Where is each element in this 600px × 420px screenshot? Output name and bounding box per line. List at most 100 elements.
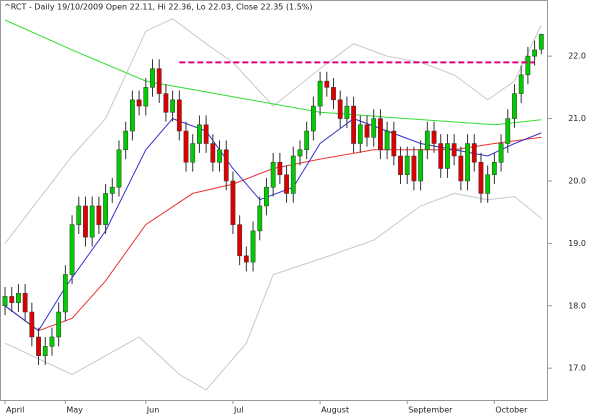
candle-body <box>471 143 477 163</box>
candle-body <box>203 124 209 144</box>
candle-body <box>217 149 222 163</box>
candle-body <box>418 149 424 182</box>
candle-body <box>36 336 41 356</box>
candle-body <box>22 293 28 313</box>
candle-body <box>156 68 162 94</box>
y-tick-label: 19.0 <box>568 239 586 248</box>
x-tick-label: May <box>66 406 83 415</box>
candle-body <box>143 87 149 107</box>
y-tick-label: 22.0 <box>568 52 586 61</box>
candle-body <box>197 124 202 144</box>
candle-body <box>237 224 243 257</box>
candle-body <box>518 74 524 94</box>
candle-body <box>304 130 310 151</box>
candle-body <box>337 99 343 119</box>
candle-body <box>411 155 417 182</box>
indicator-line <box>4 118 542 332</box>
candle-body <box>445 143 450 169</box>
candle-body <box>505 118 511 144</box>
candle-body <box>478 161 484 194</box>
candle-body <box>170 99 176 113</box>
candle-body <box>404 155 410 175</box>
candle-body <box>129 99 135 132</box>
candle-body <box>183 130 189 163</box>
candle-body <box>123 130 129 151</box>
candle-body <box>451 143 457 157</box>
candle-body <box>223 149 229 182</box>
candle-body <box>257 205 263 232</box>
candle-body <box>512 93 517 119</box>
candle-body <box>351 105 356 144</box>
candle-body <box>424 130 430 151</box>
candle-body <box>69 224 75 275</box>
candle-body <box>431 130 437 144</box>
candle-body <box>458 155 464 182</box>
candle-body <box>150 68 155 88</box>
candle-body <box>371 118 377 138</box>
candle-body <box>29 311 35 338</box>
candle-body <box>109 186 115 194</box>
candle-body <box>391 130 397 157</box>
candle-body <box>297 149 303 157</box>
candle-body <box>116 149 122 188</box>
candle-body <box>243 255 249 263</box>
x-tick-label: August <box>321 406 349 415</box>
candle-body <box>284 174 289 194</box>
candle-body <box>83 205 88 238</box>
candle-body <box>532 49 537 57</box>
candle-body <box>89 205 95 238</box>
candle-body <box>378 118 383 151</box>
candle-body <box>538 34 544 50</box>
candle-body <box>277 161 283 175</box>
candle-body <box>290 155 296 194</box>
x-tick-label: Jul <box>233 406 244 415</box>
candle-body <box>96 205 102 225</box>
candle-body <box>190 143 196 163</box>
indicator-line <box>4 192 542 391</box>
candle-body <box>485 174 491 194</box>
candle-body <box>344 105 350 119</box>
candle-body <box>491 161 497 175</box>
candle-body <box>163 93 169 113</box>
candle-body <box>2 296 8 307</box>
candle-body <box>176 99 182 132</box>
candle-body <box>364 124 370 138</box>
x-tick-label: October <box>495 406 528 415</box>
candle-body <box>310 105 316 132</box>
candle-body <box>103 193 108 225</box>
candle-body <box>210 143 216 163</box>
y-tick-label: 20.0 <box>568 176 586 185</box>
candle-body <box>42 346 48 356</box>
candle-body <box>317 80 323 107</box>
candle-body <box>270 161 276 188</box>
candle-body <box>136 99 142 107</box>
candle-body <box>230 180 236 225</box>
candle-body <box>16 293 21 303</box>
candle-body <box>49 336 55 347</box>
y-tick-label: 18.0 <box>568 301 586 310</box>
candle-body <box>324 80 330 88</box>
candle-body <box>438 143 444 169</box>
indicator-line <box>4 18 542 244</box>
candle-body <box>465 143 470 182</box>
candle-body <box>525 55 531 76</box>
y-tick-label: 21.0 <box>568 114 586 123</box>
candle-body <box>498 143 504 163</box>
plot-frame <box>0 0 548 401</box>
candle-body <box>56 311 62 338</box>
candle-body <box>331 87 336 101</box>
x-tick-label: April <box>6 406 24 415</box>
candle-body <box>76 205 82 225</box>
candle-body <box>62 274 68 313</box>
y-tick-label: 17.0 <box>568 364 586 373</box>
candle-body <box>384 130 390 151</box>
chart-title: ^RCT - Daily 19/10/2009 Open 22.11, Hi 2… <box>4 3 313 12</box>
indicator-line <box>4 19 542 126</box>
x-tick-label: September <box>408 406 453 415</box>
candle-body <box>357 124 363 144</box>
x-tick-label: Jun <box>146 406 160 415</box>
candle-body <box>9 296 15 303</box>
candle-body <box>250 230 256 263</box>
candle-body <box>264 186 269 207</box>
